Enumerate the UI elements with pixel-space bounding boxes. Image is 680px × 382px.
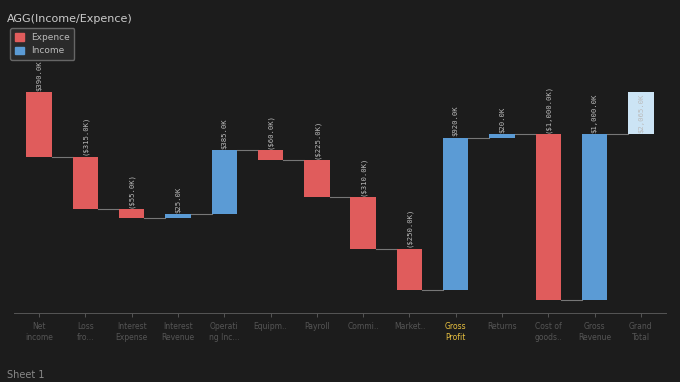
Bar: [258, 150, 284, 160]
Bar: [350, 197, 376, 249]
Text: $1,000.0K: $1,000.0K: [592, 94, 598, 133]
Text: ($60.0K): ($60.0K): [267, 114, 274, 149]
Bar: [73, 157, 98, 209]
Text: Sheet 1: Sheet 1: [7, 370, 44, 380]
Bar: [443, 138, 469, 290]
Text: AGG(Income/Expence): AGG(Income/Expence): [7, 15, 133, 24]
Text: ($315.0K): ($315.0K): [82, 116, 88, 155]
Text: ($310.0K): ($310.0K): [360, 157, 367, 196]
Text: $25.0K: $25.0K: [175, 186, 181, 212]
Bar: [490, 134, 515, 138]
Text: $385.0K: $385.0K: [221, 118, 227, 149]
Bar: [582, 134, 607, 300]
Legend: Expence, Income: Expence, Income: [10, 29, 74, 60]
Text: ($250.0K): ($250.0K): [406, 208, 413, 247]
Bar: [304, 160, 330, 197]
Bar: [211, 150, 237, 214]
Text: $390.0K: $390.0K: [36, 60, 42, 91]
Text: ($55.0K): ($55.0K): [129, 173, 135, 207]
Text: $2,065.0K: $2,065.0K: [638, 94, 644, 133]
Bar: [165, 214, 190, 218]
Bar: [628, 92, 653, 134]
Bar: [119, 209, 144, 218]
Text: ($225.0K): ($225.0K): [313, 120, 320, 159]
Bar: [396, 249, 422, 290]
Text: $20.0K: $20.0K: [499, 107, 505, 133]
Bar: [536, 134, 561, 300]
Text: $920.0K: $920.0K: [453, 106, 459, 136]
Text: ($1,000.0K): ($1,000.0K): [545, 85, 551, 133]
Bar: [27, 92, 52, 157]
